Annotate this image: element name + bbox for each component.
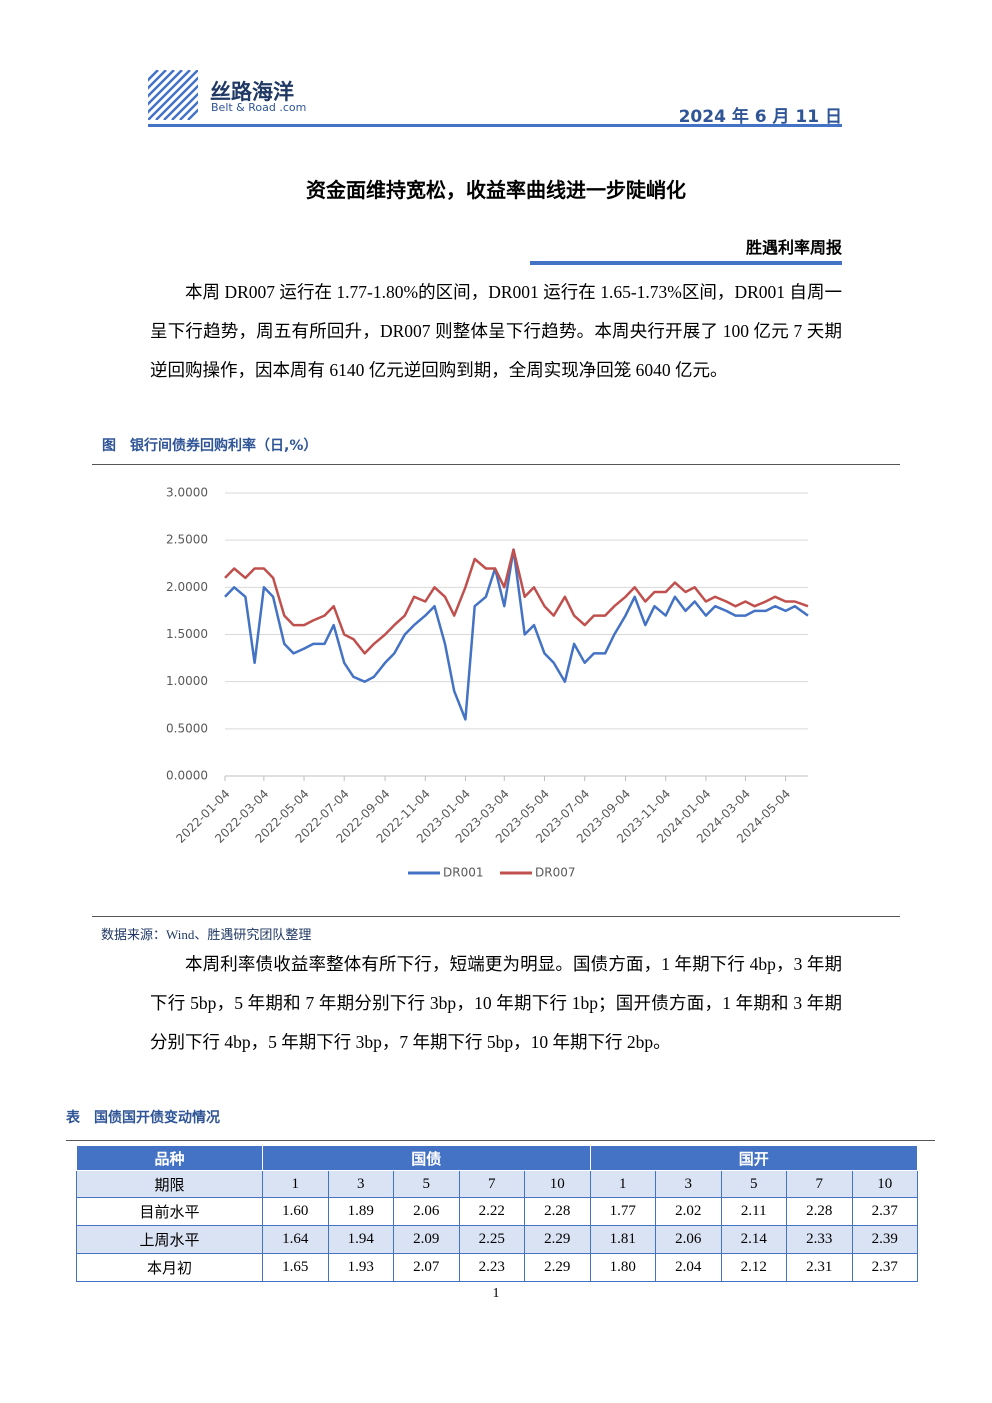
rule	[92, 916, 900, 917]
table-cell: 1.93	[327, 1253, 394, 1282]
table-cell: 期限	[76, 1170, 263, 1198]
table-cell: 2.29	[524, 1253, 591, 1282]
y-tick-label: 0.5000	[166, 721, 208, 735]
y-tick-label: 1.5000	[166, 627, 208, 641]
rule	[66, 1140, 935, 1141]
logo-sub: Belt & Road .com	[211, 101, 307, 114]
table-cell: 国债	[262, 1145, 591, 1171]
table-cell: 本月初	[76, 1253, 263, 1282]
table-cell: 1.81	[589, 1225, 656, 1254]
legend-label: DR001	[443, 866, 483, 880]
table-cell: 10	[524, 1170, 591, 1198]
table-row: 本月初 1.65 1.93 2.07 2.23 2.29 1.80 2.04 2.12 2.31 2…	[76, 1253, 918, 1282]
table-cell: 5	[393, 1170, 460, 1198]
figure-caption: 图 银行间债券回购利率（日,%）	[102, 438, 318, 454]
table-cell: 2.25	[458, 1225, 525, 1254]
logo-icon	[148, 70, 198, 120]
table-cell: 2.06	[393, 1197, 460, 1226]
table-cell: 2.37	[851, 1253, 918, 1282]
table-caption: 表 国债国开债变动情况	[66, 1110, 220, 1126]
table-cell: 2.02	[655, 1197, 722, 1226]
table-cell: 2.29	[524, 1225, 591, 1254]
table-cell: 2.28	[786, 1197, 853, 1226]
paragraph: 本周 DR007 运行在 1.77-1.80%的区间，DR001 运行在 1.6…	[150, 282, 842, 380]
table-cell: 2.22	[458, 1197, 525, 1226]
table-cell: 3	[655, 1170, 722, 1198]
table-cell: 2.33	[786, 1225, 853, 1254]
rule	[92, 464, 900, 465]
y-tick-label: 3.0000	[166, 486, 208, 500]
table-cell: 1.60	[262, 1197, 329, 1226]
table-cell: 1.94	[327, 1225, 394, 1254]
table-cell: 1.64	[262, 1225, 329, 1254]
report-date: 2024 年 6 月 11 日	[678, 107, 842, 127]
y-tick-label: 2.5000	[166, 533, 208, 547]
chart: 0.0000 0.5000 1.0000 1.5000 2.0000 2.5000 3.00…	[166, 486, 809, 880]
report-name: 胜遇利率周报	[745, 238, 842, 257]
logo-name: 丝路海洋	[210, 80, 294, 104]
table-cell: 2.12	[720, 1253, 787, 1282]
table-row: 目前水平 1.60 1.89 2.06 2.22 2.28 1.77 2.02 2.11 2.28…	[76, 1197, 918, 1226]
table-cell: 2.09	[393, 1225, 460, 1254]
table-cell: 2.06	[655, 1225, 722, 1254]
data-line	[224, 548, 809, 655]
table-row: 期限 1 3 5 7 10 1 3 5 7 10	[76, 1170, 918, 1198]
table-cell: 2.11	[720, 1197, 787, 1226]
table-cell: 国开	[589, 1145, 918, 1171]
table-cell: 2.23	[458, 1253, 525, 1282]
report-rule	[530, 261, 842, 265]
table-cell: 1.80	[589, 1253, 656, 1282]
table-row: 品种 国债 国开	[76, 1145, 918, 1171]
table-cell: 10	[851, 1170, 918, 1198]
table-cell: 2.39	[851, 1225, 918, 1254]
table-cell: 7	[458, 1170, 525, 1198]
table-cell: 2.31	[786, 1253, 853, 1282]
y-tick-label: 0.0000	[166, 769, 208, 783]
page-title: 资金面维持宽松，收益率曲线进一步陡峭化	[306, 178, 686, 202]
table-cell: 3	[327, 1170, 394, 1198]
header-rule	[148, 124, 842, 127]
table-cell: 1.65	[262, 1253, 329, 1282]
table-cell: 1	[262, 1170, 329, 1198]
table-cell: 1	[589, 1170, 656, 1198]
table-cell: 2.14	[720, 1225, 787, 1254]
table-cell: 品种	[76, 1145, 263, 1171]
table-cell: 2.28	[524, 1197, 591, 1226]
page-number: 1	[492, 1286, 500, 1301]
table-cell: 2.04	[655, 1253, 722, 1282]
legend-label: DR007	[535, 866, 575, 880]
table-cell: 2.37	[851, 1197, 918, 1226]
data-table: 品种 国债 国开 期限 1 3 5 7 10 1 3 5 7 10 目前水平 1.60 1.89 2.06 2.22…	[76, 1145, 918, 1282]
table-cell: 5	[720, 1170, 787, 1198]
table-cell: 1.77	[589, 1197, 656, 1226]
table-row: 上周水平 1.64 1.94 2.09 2.25 2.29 1.81 2.06 2.14 2.33…	[76, 1225, 918, 1254]
y-tick-label: 1.0000	[166, 674, 208, 688]
source-note: 数据来源：Wind、胜遇研究团队整理	[101, 927, 312, 942]
paragraph: 本周利率债收益率整体有所下行，短端更为明显。国债方面，1 年期下行 4bp，3 …	[150, 954, 842, 1052]
table-cell: 上周水平	[76, 1225, 263, 1254]
table-cell: 2.07	[393, 1253, 460, 1282]
table-cell: 1.89	[327, 1197, 394, 1226]
y-tick-label: 2.0000	[166, 580, 208, 594]
table-cell: 7	[786, 1170, 853, 1198]
table-cell: 目前水平	[76, 1197, 263, 1226]
